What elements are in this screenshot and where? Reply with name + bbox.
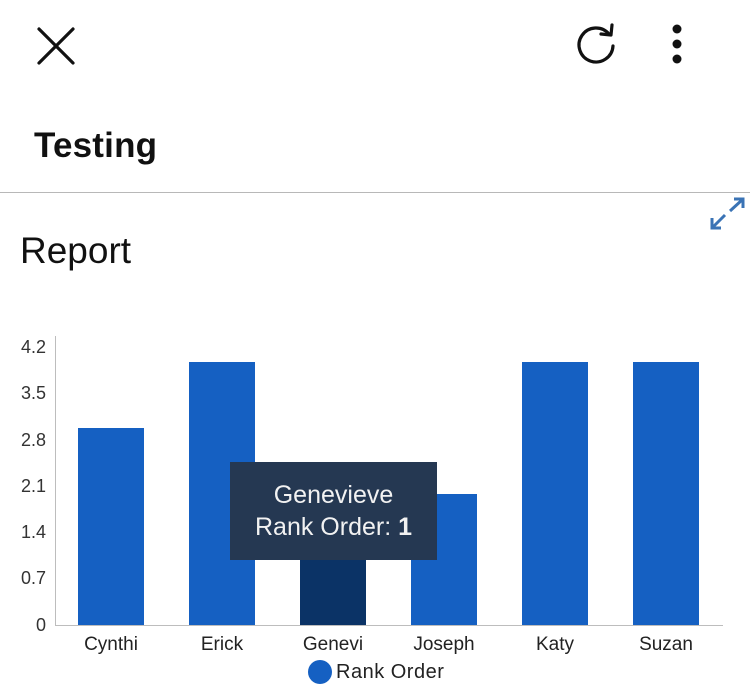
y-axis	[55, 336, 56, 626]
legend-label: Rank Order	[336, 660, 445, 683]
legend-dot-icon	[308, 660, 332, 684]
bar-katy[interactable]	[522, 362, 588, 625]
more-options-button[interactable]	[660, 20, 694, 68]
y-tick: 0.7	[20, 568, 46, 588]
y-tick: 1.4	[20, 522, 46, 542]
x-label: Cynthi	[84, 634, 138, 655]
bar-suzan[interactable]	[633, 362, 699, 625]
x-label: Erick	[200, 634, 244, 655]
y-tick: 2.1	[20, 476, 46, 496]
top-bar	[0, 0, 750, 90]
more-vertical-icon	[672, 24, 682, 64]
close-icon	[37, 27, 75, 65]
expand-button[interactable]	[708, 195, 748, 231]
bar-cynthi[interactable]	[78, 428, 144, 625]
page-title: Testing	[34, 126, 158, 165]
tooltip-value: 1	[398, 513, 413, 541]
x-axis	[55, 625, 723, 626]
bar-genevi[interactable]	[300, 559, 366, 625]
x-label: Katy	[535, 634, 575, 655]
y-tick: 0	[35, 615, 46, 635]
tooltip-value-line: Rank Order: 1	[230, 511, 437, 543]
tooltip-name: Genevieve	[273, 481, 394, 509]
expand-icon	[710, 197, 745, 230]
y-tick: 2.8	[20, 430, 46, 450]
x-label: Joseph	[413, 634, 475, 655]
chart-tooltip: Genevieve Rank Order: 1	[230, 462, 437, 560]
refresh-icon	[577, 23, 615, 64]
tooltip-label: Rank Order:	[254, 513, 392, 541]
report-title: Report	[20, 230, 132, 271]
y-tick: 3.5	[20, 383, 46, 403]
header-divider	[0, 192, 750, 193]
close-button[interactable]	[32, 22, 80, 70]
y-tick: 4.2	[20, 337, 46, 357]
x-label: Suzan	[639, 634, 693, 655]
x-label: Genevi	[302, 634, 364, 655]
refresh-button[interactable]	[570, 20, 622, 70]
legend-item-rank-order[interactable]: Rank Order	[308, 660, 444, 684]
